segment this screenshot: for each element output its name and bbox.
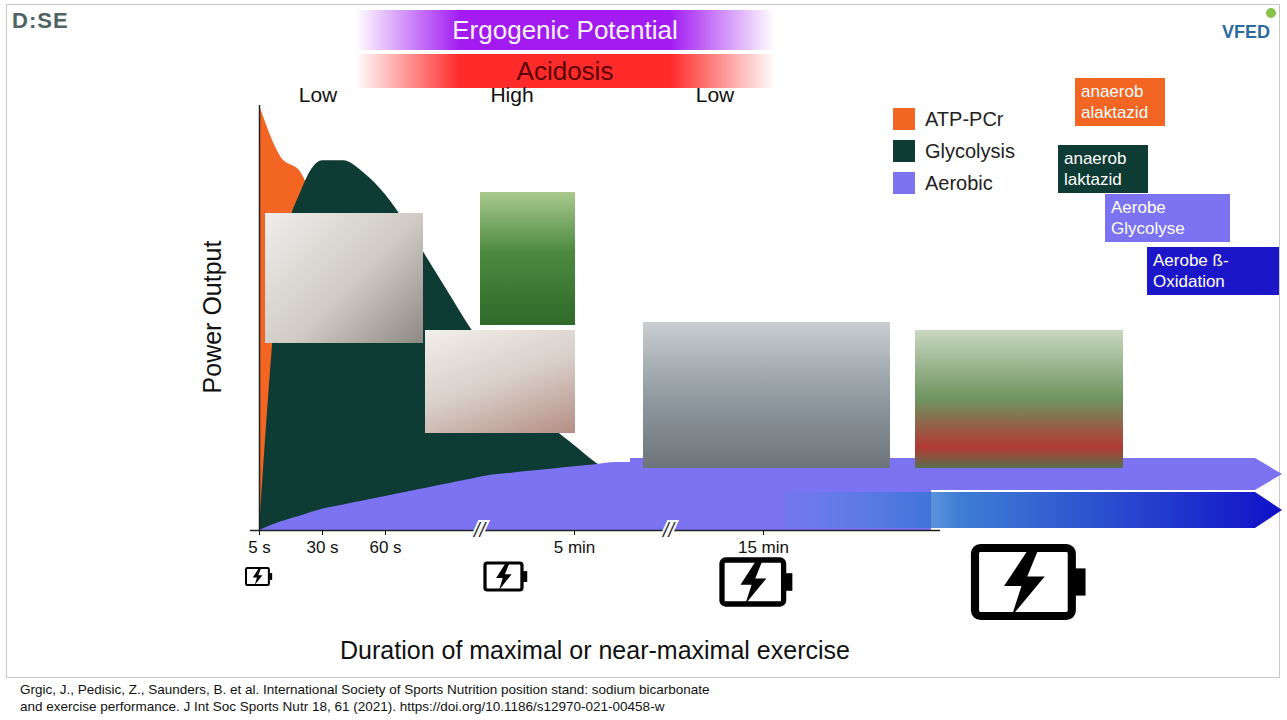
html-text:ATP-PCr: ATP-PCr — [925, 108, 1004, 130]
svg-text:5 min: 5 min — [554, 538, 596, 557]
html-text:Aerobe Glycolyse: Aerobe Glycolyse — [1111, 198, 1185, 238]
html-text:D:SE: D:SE — [12, 8, 69, 33]
html-text:Acidosis: Acidosis — [516, 56, 614, 86]
html-text:Glycolysis: Glycolysis — [925, 140, 1015, 162]
html-text:High: High — [490, 83, 534, 106]
svg-text:30 s: 30 s — [306, 538, 338, 557]
svg-text://: // — [472, 519, 488, 541]
html-text:Ergogenic Potential: Ergogenic Potential — [452, 15, 678, 45]
html-text:Grgic, J., Pedisic, Z., Saunde: Grgic, J., Pedisic, Z., Saunders, B. et … — [20, 682, 710, 697]
html-text:anaerob alaktazid: anaerob alaktazid — [1081, 82, 1149, 122]
html-text:Aerobe ß-Oxidation: Aerobe ß-Oxidation — [1153, 251, 1229, 291]
html-text:Duration of maximal or near-ma: Duration of maximal or near-maximal exer… — [340, 636, 850, 664]
html-text:Low: Low — [695, 83, 735, 106]
svg-text:5 s: 5 s — [248, 538, 271, 557]
html-text:Low: Low — [298, 83, 338, 106]
svg-text://: // — [661, 519, 677, 541]
svg-text:60 s: 60 s — [369, 538, 401, 557]
html-text:Aerobic: Aerobic — [925, 172, 993, 194]
svg-text:15 min: 15 min — [738, 538, 789, 557]
html-text:Power Output: Power Output — [197, 240, 226, 394]
html-text:VFED: VFED — [1222, 22, 1270, 42]
html-text:anaerob laktazid: anaerob laktazid — [1064, 149, 1127, 189]
html-text:and exercise performance. J In: and exercise performance. J Int Soc Spor… — [20, 699, 665, 714]
